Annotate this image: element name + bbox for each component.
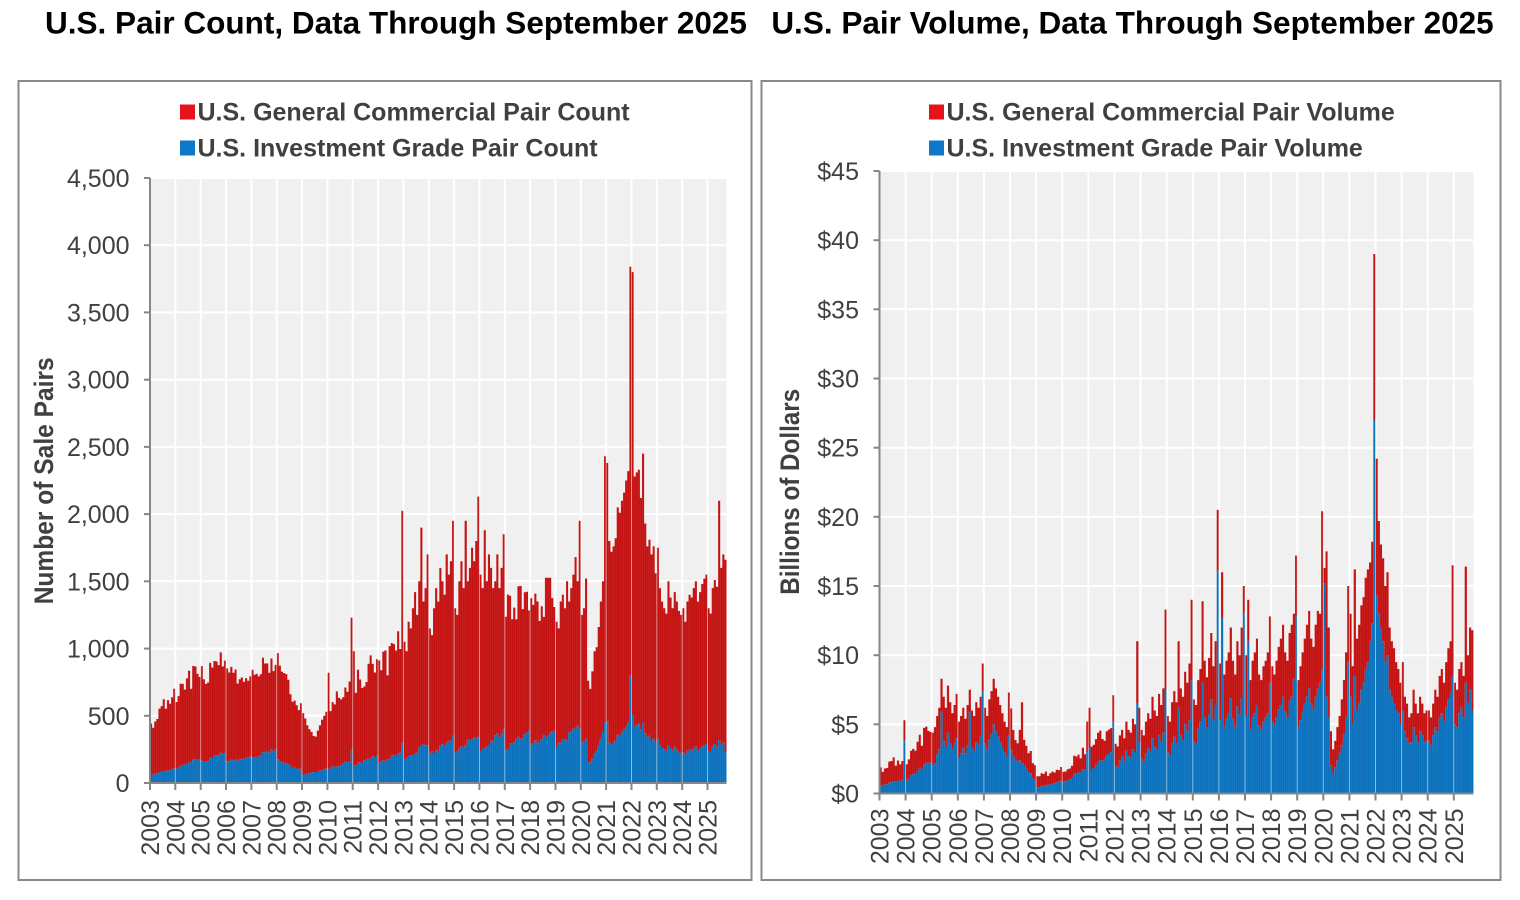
svg-text:2014: 2014 <box>1154 808 1182 864</box>
svg-text:U.S. Investment Grade Pair Cou: U.S. Investment Grade Pair Count <box>198 135 599 163</box>
svg-text:2011: 2011 <box>340 800 368 854</box>
svg-text:3,000: 3,000 <box>67 367 130 395</box>
svg-text:U.S. Pair Volume, Data Through: U.S. Pair Volume, Data Through September… <box>771 5 1493 41</box>
svg-text:1,000: 1,000 <box>67 636 130 664</box>
svg-text:0: 0 <box>116 770 130 798</box>
svg-text:2009: 2009 <box>289 800 317 856</box>
svg-text:2019: 2019 <box>543 800 571 856</box>
svg-text:$15: $15 <box>817 573 859 601</box>
svg-text:2003: 2003 <box>867 809 895 865</box>
svg-text:$0: $0 <box>831 781 859 809</box>
svg-text:2015: 2015 <box>441 800 469 856</box>
svg-text:1,500: 1,500 <box>67 568 130 596</box>
svg-text:$45: $45 <box>817 158 859 186</box>
svg-text:2004: 2004 <box>162 800 190 856</box>
svg-text:2017: 2017 <box>492 800 520 856</box>
svg-text:$20: $20 <box>817 504 859 532</box>
svg-text:2024: 2024 <box>669 800 697 856</box>
svg-text:2015: 2015 <box>1180 809 1208 865</box>
svg-text:2014: 2014 <box>416 800 444 856</box>
svg-text:2009: 2009 <box>1023 809 1051 865</box>
svg-text:2012: 2012 <box>365 800 393 856</box>
svg-text:2004: 2004 <box>893 808 921 864</box>
svg-text:2006: 2006 <box>945 809 973 865</box>
svg-text:$35: $35 <box>817 296 859 324</box>
svg-text:2025: 2025 <box>1441 809 1469 865</box>
svg-text:$5: $5 <box>831 711 859 739</box>
svg-text:2012: 2012 <box>1101 809 1129 865</box>
svg-text:$30: $30 <box>817 366 859 394</box>
svg-text:U.S. General Commercial Pair C: U.S. General Commercial Pair Count <box>198 99 631 127</box>
svg-text:2003: 2003 <box>137 800 165 856</box>
svg-text:2019: 2019 <box>1284 809 1312 865</box>
svg-text:2018: 2018 <box>517 800 545 856</box>
svg-text:2024: 2024 <box>1415 808 1443 864</box>
svg-text:2010: 2010 <box>1049 809 1077 865</box>
svg-text:2025: 2025 <box>695 800 723 856</box>
svg-text:2008: 2008 <box>997 809 1025 865</box>
svg-text:2005: 2005 <box>188 800 216 856</box>
svg-text:2020: 2020 <box>568 800 596 856</box>
svg-text:Billions of Dollars: Billions of Dollars <box>775 389 805 595</box>
svg-text:2007: 2007 <box>971 809 999 865</box>
svg-text:Number of Sale Pairs: Number of Sale Pairs <box>29 357 59 604</box>
svg-text:U.S. Investment Grade Pair Vol: U.S. Investment Grade Pair Volume <box>947 135 1363 163</box>
svg-text:2010: 2010 <box>314 800 342 856</box>
svg-text:$10: $10 <box>817 642 859 670</box>
svg-text:U.S. Pair Count, Data Through: U.S. Pair Count, Data Through September … <box>45 5 747 41</box>
svg-text:2016: 2016 <box>1206 809 1234 865</box>
svg-text:$25: $25 <box>817 435 859 463</box>
svg-text:$40: $40 <box>817 227 859 255</box>
svg-text:2006: 2006 <box>213 800 241 856</box>
svg-text:2013: 2013 <box>1128 809 1156 865</box>
svg-text:2021: 2021 <box>1336 809 1364 865</box>
svg-text:2023: 2023 <box>644 800 672 856</box>
svg-text:U.S. General Commercial Pair V: U.S. General Commercial Pair Volume <box>947 99 1395 127</box>
svg-text:500: 500 <box>88 703 130 731</box>
svg-text:2011: 2011 <box>1075 809 1103 863</box>
svg-text:2021: 2021 <box>593 800 621 856</box>
svg-text:2022: 2022 <box>1363 809 1391 865</box>
svg-text:2005: 2005 <box>919 809 947 865</box>
svg-text:3,500: 3,500 <box>67 299 130 327</box>
svg-text:2016: 2016 <box>466 800 494 856</box>
svg-text:4,500: 4,500 <box>67 165 130 193</box>
svg-text:2020: 2020 <box>1310 809 1338 865</box>
svg-text:2018: 2018 <box>1258 809 1286 865</box>
svg-text:2017: 2017 <box>1232 809 1260 865</box>
svg-text:2,000: 2,000 <box>67 501 130 529</box>
svg-text:2007: 2007 <box>238 800 266 856</box>
svg-text:4,000: 4,000 <box>67 232 130 260</box>
svg-text:2023: 2023 <box>1389 809 1417 865</box>
svg-text:2022: 2022 <box>619 800 647 856</box>
svg-text:2008: 2008 <box>264 800 292 856</box>
svg-text:2,500: 2,500 <box>67 434 130 462</box>
svg-text:2013: 2013 <box>390 800 418 856</box>
